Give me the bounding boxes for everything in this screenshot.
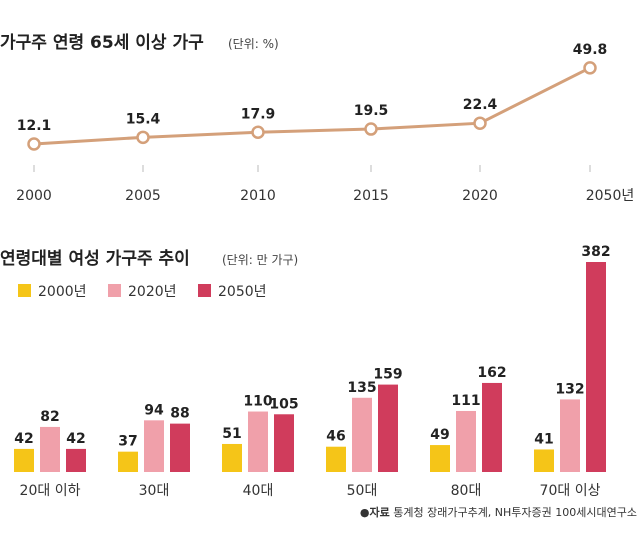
data-label: 19.5	[354, 103, 389, 119]
bar-chart-title: 연령대별 여성 가구주 추이	[0, 248, 190, 269]
bar	[326, 446, 346, 472]
x-tick-label: 2005	[125, 188, 161, 204]
bar	[560, 399, 580, 472]
bar-value-label: 110	[243, 394, 272, 410]
bar	[534, 449, 554, 472]
line-chart-unit: (단위: %)	[228, 37, 279, 51]
bar	[430, 445, 450, 472]
bar	[586, 262, 606, 472]
bar-value-label: 42	[66, 431, 85, 447]
series-line	[33, 66, 591, 146]
x-tick-label: 2010	[240, 188, 276, 204]
bar	[118, 451, 138, 472]
bar	[352, 397, 372, 472]
bar-value-label: 94	[144, 402, 164, 418]
data-label: 12.1	[17, 118, 52, 134]
bar	[40, 426, 60, 472]
bar	[378, 384, 398, 472]
bar-value-label: 88	[170, 406, 189, 422]
data-point	[136, 130, 150, 145]
category-label: 40대	[243, 483, 274, 499]
data-label: 22.4	[463, 97, 498, 113]
bar-value-label: 49	[430, 427, 449, 443]
data-point	[251, 125, 265, 140]
bar	[274, 414, 294, 472]
legend-swatch	[108, 284, 121, 297]
data-label: 17.9	[241, 106, 276, 122]
legend-label: 2020년	[128, 284, 177, 300]
bar-value-label: 41	[534, 431, 553, 447]
bar-value-label: 135	[347, 380, 376, 396]
data-point	[27, 137, 41, 151]
x-tick-label: 2020	[462, 188, 498, 204]
bar-value-label: 132	[555, 381, 584, 397]
bar-value-label: 382	[581, 244, 610, 260]
legend-label: 2050년	[218, 284, 267, 300]
bar	[144, 420, 164, 472]
x-tick-label: 2015	[353, 188, 389, 204]
bar	[170, 423, 190, 472]
bar	[248, 411, 268, 472]
bar-value-label: 82	[40, 409, 59, 425]
bar-value-label: 51	[222, 426, 241, 442]
data-point	[364, 122, 378, 136]
data-point	[583, 61, 597, 75]
data-label: 49.8	[573, 42, 608, 58]
legend-swatch	[18, 284, 31, 297]
bar-value-label: 159	[373, 367, 402, 383]
legend-swatch	[198, 284, 211, 297]
data-label: 15.4	[126, 111, 161, 127]
bar	[222, 443, 242, 472]
bar-value-label: 162	[477, 365, 506, 381]
bar	[456, 410, 476, 472]
bar-value-label: 105	[269, 396, 298, 412]
bar-chart-unit: (단위: 만 가구)	[222, 253, 298, 267]
bar-value-label: 46	[326, 429, 345, 445]
x-tick-label: 2050년	[586, 188, 635, 204]
source-note: ●자료 통계청 장래가구추계, NH투자증권 100세시대연구소	[360, 505, 637, 519]
bar-value-label: 37	[118, 434, 137, 450]
bar-value-label: 42	[14, 431, 33, 447]
bar	[14, 448, 34, 472]
category-label: 50대	[347, 483, 378, 499]
data-point	[473, 116, 487, 130]
category-label: 30대	[139, 483, 170, 499]
source-text: 통계청 장래가구추계, NH투자증권 100세시대연구소	[393, 506, 637, 519]
category-label: 20대 이하	[20, 483, 81, 499]
source-label: ●자료	[360, 505, 390, 519]
bar-value-label: 111	[451, 393, 480, 409]
x-tick-label: 2000	[16, 188, 52, 204]
category-label: 70대 이상	[540, 483, 601, 499]
bar	[482, 382, 502, 472]
legend-label: 2000년	[38, 284, 87, 300]
bar	[66, 448, 86, 472]
line-chart-title: 가구주 연령 65세 이상 가구	[0, 32, 204, 53]
category-label: 80대	[451, 483, 482, 499]
